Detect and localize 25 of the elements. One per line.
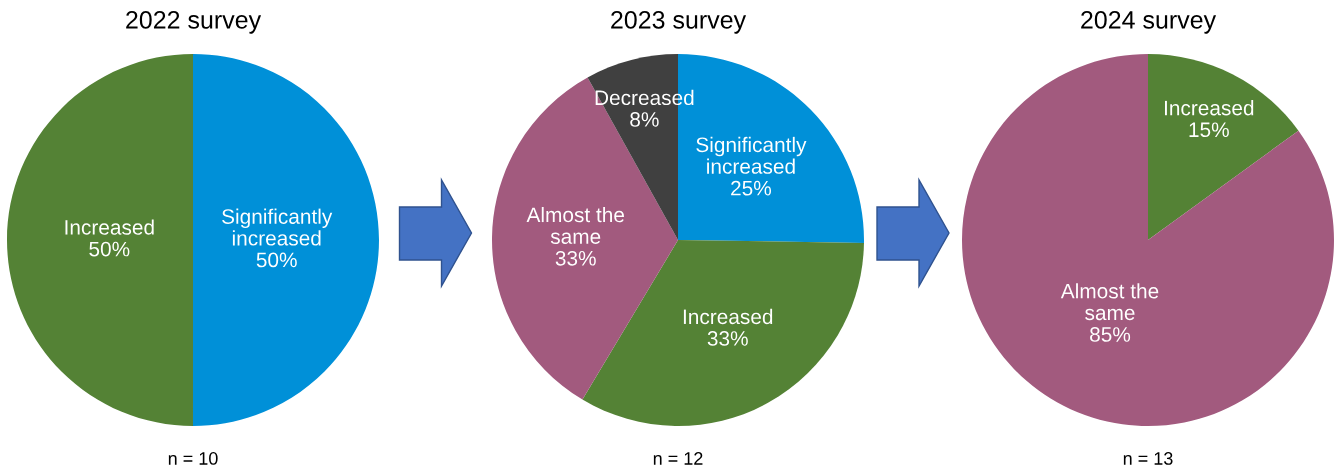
data-label: 85%: [1090, 327, 1131, 342]
chart-title: 2022 survey: [126, 11, 262, 34]
slice-label: Almost the same: [526, 206, 624, 244]
data-label: 50%: [89, 241, 130, 257]
pie-slice: [1148, 54, 1299, 240]
pie-slice: [962, 54, 1334, 426]
pie-slice: [193, 54, 379, 426]
text: n = 10: [168, 452, 218, 465]
data-label: 50%: [256, 252, 297, 268]
slice-label: Increased: [683, 308, 773, 325]
pie-slice: [7, 54, 193, 426]
data-label: 25%: [731, 180, 772, 196]
slice-label: Increased: [1164, 100, 1254, 116]
slice-label: Significantly increased: [696, 136, 807, 174]
data-label: 33%: [555, 250, 596, 266]
slice-label: Almost the same: [1060, 283, 1159, 321]
data-label: 33%: [707, 331, 748, 346]
text: n = 12: [653, 452, 703, 465]
data-label: 8%: [630, 112, 659, 127]
slice-label: Increased: [65, 219, 154, 235]
slice-label: Significantly increased: [222, 208, 333, 246]
text: n = 13: [1123, 452, 1173, 465]
chart-title: 2023 survey: [611, 11, 747, 34]
chart-title: 2024 survey: [1081, 11, 1217, 34]
data-label: 15%: [1189, 122, 1229, 138]
